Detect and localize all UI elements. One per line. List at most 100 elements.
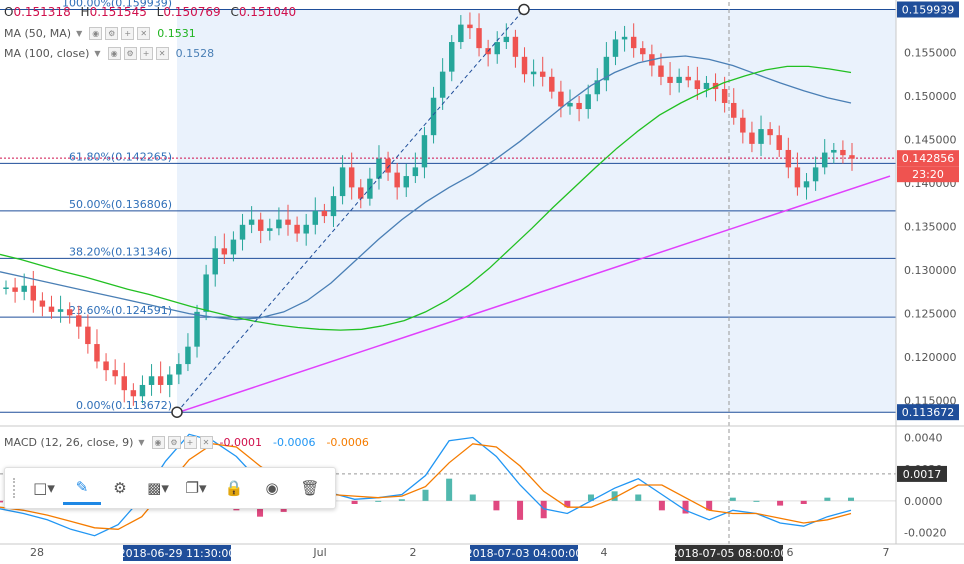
candle-body bbox=[349, 167, 354, 187]
macd-tick: 0.0000 bbox=[904, 495, 943, 508]
price-tick: 0.130000 bbox=[904, 264, 957, 277]
candle-body bbox=[303, 225, 308, 234]
countdown-badge: 23:20 bbox=[912, 168, 944, 181]
layers-icon[interactable]: ▩▾ bbox=[139, 471, 177, 505]
price-tick: 0.125000 bbox=[904, 308, 957, 321]
dropdown-caret-icon[interactable]: ▼ bbox=[94, 49, 100, 58]
macd-histogram-bar bbox=[753, 501, 759, 502]
close-icon[interactable]: ✕ bbox=[200, 436, 213, 449]
gear-icon[interactable]: ⚙ bbox=[168, 436, 181, 449]
high-label: H bbox=[81, 5, 90, 19]
candle-body bbox=[140, 385, 145, 396]
candle-body bbox=[49, 307, 54, 312]
candle-body bbox=[658, 66, 663, 77]
macd-histogram-bar bbox=[801, 501, 807, 504]
candle-body bbox=[622, 37, 627, 40]
candle-body bbox=[231, 240, 236, 255]
candle-body bbox=[804, 181, 809, 187]
time-highlight: 2018-06-29 11:30:00 bbox=[119, 547, 236, 560]
ma50-legend[interactable]: MA (50, MA) ▼ ◉ ⚙ + ✕ 0.1531 bbox=[4, 27, 196, 40]
price-tick: 0.155000 bbox=[904, 46, 957, 59]
candle-body bbox=[722, 89, 727, 103]
dropdown-caret-icon[interactable]: ▼ bbox=[76, 29, 82, 38]
macd-histogram-bar bbox=[352, 501, 358, 504]
candle-body bbox=[85, 327, 90, 344]
eye-icon[interactable]: ◉ bbox=[253, 471, 291, 505]
candle-body bbox=[376, 159, 381, 179]
candle-body bbox=[558, 92, 563, 107]
macd-histogram-bar bbox=[446, 479, 452, 501]
price-tick: 0.150000 bbox=[904, 90, 957, 103]
candle-body bbox=[394, 173, 399, 188]
plus-icon[interactable]: + bbox=[184, 436, 197, 449]
time-tick: 6 bbox=[787, 546, 794, 559]
candle-body bbox=[276, 220, 281, 229]
candle-body bbox=[131, 390, 136, 396]
lock-icon[interactable]: 🔒 bbox=[215, 471, 253, 505]
candle-body bbox=[494, 42, 499, 54]
price-tick: 0.135000 bbox=[904, 221, 957, 234]
trash-icon[interactable]: 🗑 bbox=[291, 471, 329, 505]
macd-histogram-bar bbox=[848, 498, 854, 501]
fib-label: 38.20%(0.131346) bbox=[69, 245, 172, 258]
plus-icon[interactable]: + bbox=[121, 27, 134, 40]
ma100-label: MA (100, close) bbox=[4, 47, 89, 60]
pencil-icon[interactable]: ✎ bbox=[63, 471, 101, 505]
candle-body bbox=[58, 309, 63, 312]
candle-body bbox=[285, 220, 290, 225]
candle-body bbox=[358, 187, 363, 198]
candle-body bbox=[504, 37, 509, 42]
candle-body bbox=[695, 80, 700, 89]
low-value: 0.150769 bbox=[163, 5, 220, 19]
eye-icon[interactable]: ◉ bbox=[108, 47, 121, 60]
candle-body bbox=[849, 155, 854, 158]
dropdown-caret-icon[interactable]: ▼ bbox=[138, 438, 144, 447]
close-icon[interactable]: ✕ bbox=[137, 27, 150, 40]
copy-icon[interactable]: ❐▾ bbox=[177, 471, 215, 505]
close-icon[interactable]: ✕ bbox=[156, 47, 169, 60]
candle-body bbox=[631, 37, 636, 48]
fib-label: 50.00%(0.136806) bbox=[69, 198, 172, 211]
macd-histogram-bar bbox=[0, 501, 3, 503]
candle-body bbox=[585, 94, 590, 109]
candle-body bbox=[813, 167, 818, 181]
candle-body bbox=[3, 287, 8, 289]
time-tick: Jul bbox=[312, 546, 326, 559]
macd-legend[interactable]: MACD (12, 26, close, 9) ▼ ◉ ⚙ + ✕ -0.000… bbox=[4, 436, 369, 449]
eye-icon[interactable]: ◉ bbox=[152, 436, 165, 449]
time-tick: 28 bbox=[30, 546, 44, 559]
drawing-toolbar[interactable]: □▾ ✎ ⚙ ▩▾ ❐▾ 🔒 ◉ 🗑 bbox=[4, 467, 336, 509]
candle-body bbox=[149, 376, 154, 385]
gear-icon[interactable]: ⚙ bbox=[124, 47, 137, 60]
macd-histogram-bar bbox=[423, 490, 429, 501]
macd-histogram-bar bbox=[659, 501, 665, 511]
select-icon[interactable]: □▾ bbox=[25, 471, 63, 505]
macd-histogram-bar bbox=[493, 501, 499, 511]
candle-body bbox=[531, 72, 536, 75]
candle-body bbox=[840, 150, 845, 155]
time-tick: 4 bbox=[601, 546, 608, 559]
gear-icon[interactable]: ⚙ bbox=[105, 27, 118, 40]
candle-body bbox=[667, 77, 672, 83]
ma50-label: MA (50, MA) bbox=[4, 27, 71, 40]
candle-body bbox=[12, 287, 17, 291]
candle-body bbox=[458, 25, 463, 42]
candle-body bbox=[212, 248, 217, 274]
fib-anchor-high bbox=[519, 4, 529, 14]
plus-icon[interactable]: + bbox=[140, 47, 153, 60]
candle-body bbox=[94, 344, 99, 361]
close-value: 0.151040 bbox=[239, 5, 296, 19]
gear-icon[interactable]: ⚙ bbox=[101, 471, 139, 505]
eye-icon[interactable]: ◉ bbox=[89, 27, 102, 40]
candle-body bbox=[67, 309, 72, 315]
drag-handle-icon[interactable] bbox=[13, 478, 21, 498]
candle-body bbox=[513, 37, 518, 57]
candle-body bbox=[676, 77, 681, 83]
candle-body bbox=[467, 25, 472, 28]
ma100-legend[interactable]: MA (100, close) ▼ ◉ ⚙ + ✕ 0.1528 bbox=[4, 47, 214, 60]
candle-body bbox=[449, 42, 454, 72]
open-value: 0.151318 bbox=[13, 5, 70, 19]
candle-body bbox=[167, 375, 172, 385]
candle-body bbox=[422, 135, 427, 167]
candle-body bbox=[413, 167, 418, 176]
